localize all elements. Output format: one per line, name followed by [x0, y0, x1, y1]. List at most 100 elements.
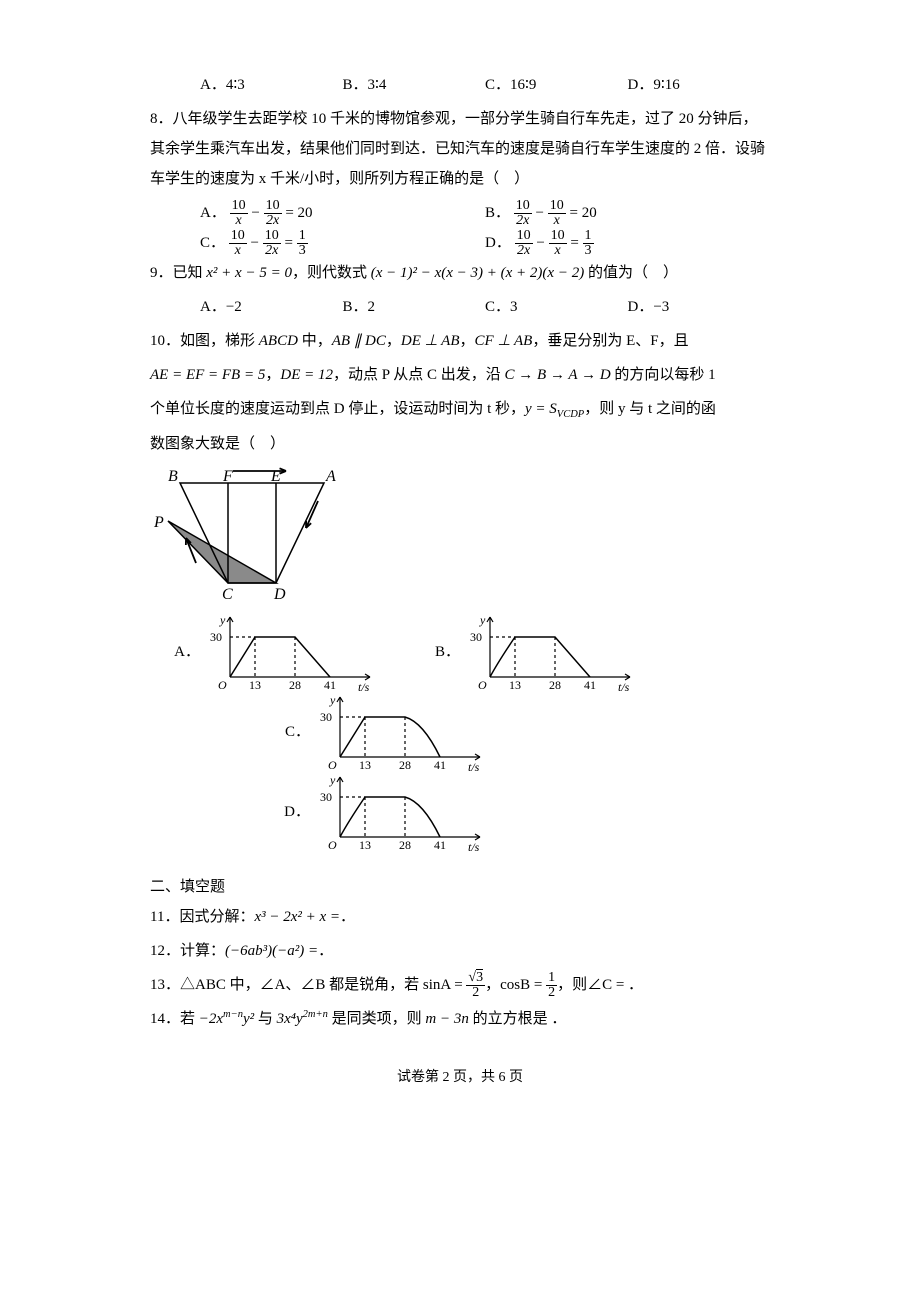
y: y = S: [525, 401, 557, 417]
svg-text:13: 13: [359, 758, 371, 772]
svg-text:O: O: [328, 758, 337, 772]
den: x: [549, 243, 567, 258]
pre: 11．因式分解：: [150, 909, 254, 925]
q10-graphB: yt/sO30132841: [460, 612, 640, 692]
q13: 13．△ABC 中，∠A、∠B 都是锐角，若 sinA = √32，cosB =…: [150, 970, 770, 1000]
pre: 14．若: [150, 1011, 199, 1027]
q7-optD: D．9∶16: [628, 70, 771, 100]
p6: 个单位长度的速度运动到点 D 停止，设运动时间为 t 秒，: [150, 401, 525, 417]
svg-text:41: 41: [434, 838, 446, 852]
q7-optC: C．16∶9: [485, 70, 628, 100]
svg-text:13: 13: [249, 678, 261, 692]
q10-graphC: yt/sO30132841: [310, 692, 490, 772]
den: x: [548, 213, 566, 228]
svg-text:28: 28: [399, 838, 411, 852]
q7-optB: B．3∶4: [343, 70, 486, 100]
den: x: [229, 243, 247, 258]
den: 2x: [514, 213, 532, 228]
q10-graphs-row3: D． yt/sO30132841: [150, 772, 770, 852]
den: x: [230, 213, 248, 228]
value: 9∶16: [653, 77, 679, 93]
q8-optD: D． 102x − 10x = 13: [485, 228, 770, 258]
t2: 3x⁴y: [277, 1011, 303, 1027]
minus: −: [536, 235, 548, 251]
svg-text:28: 28: [399, 758, 411, 772]
svg-text:O: O: [328, 838, 337, 852]
svg-text:28: 28: [549, 678, 561, 692]
label: C．: [200, 235, 225, 251]
svg-text:t/s: t/s: [358, 680, 370, 692]
pre: 13．△ABC 中，∠A、∠B 都是锐角，若 sinA =: [150, 977, 466, 993]
svg-text:t/s: t/s: [468, 760, 480, 772]
svg-text:y: y: [479, 613, 486, 627]
svg-text:P: P: [153, 514, 164, 531]
den: 2x: [263, 243, 281, 258]
sub: VCDP: [557, 409, 584, 420]
q7-options: A．4∶3 B．3∶4 C．16∶9 D．9∶16: [150, 70, 770, 100]
q14: 14．若 −2xm−ny² 与 3x⁴y2m+n 是同类项，则 m − 3n 的…: [150, 1004, 770, 1034]
q9-optB: B．2: [343, 292, 486, 322]
den: 2: [466, 985, 485, 1000]
svg-text:C: C: [222, 586, 233, 603]
rhs: = 20: [569, 205, 596, 221]
den: 2x: [264, 213, 282, 228]
q10-stem: 10．如图，梯形 ABCD 中，AB ∥ DC，DE ⊥ AB，CF ⊥ AB，…: [150, 326, 770, 356]
value: −3: [653, 299, 669, 315]
num: 10: [515, 229, 533, 243]
svg-text:30: 30: [210, 630, 222, 644]
q8-optC: C． 10x − 102x = 13: [200, 228, 485, 258]
t1e: m−n: [223, 1009, 243, 1020]
num: 10: [230, 199, 248, 213]
value: 16∶9: [510, 77, 536, 93]
post: ．: [340, 909, 355, 925]
q9-optA: A．−2: [200, 292, 343, 322]
q9-options: A．−2 B．2 C．3 D．−3: [150, 292, 770, 322]
q9-optD: D．−3: [628, 292, 771, 322]
num: 10: [514, 199, 532, 213]
svg-text:28: 28: [289, 678, 301, 692]
num: 1: [546, 971, 557, 985]
p7: ，则 y 与 t 之间的函: [584, 401, 716, 417]
q10-graphs-row2: C． yt/sO30132841: [150, 692, 770, 772]
q8-options-row1: A． 10x − 102x = 20 B． 102x − 10x = 20: [150, 198, 770, 228]
minus: −: [251, 205, 263, 221]
num: 10: [229, 229, 247, 243]
expr1: x² + x − 5 = 0: [206, 265, 292, 281]
label: A．: [200, 77, 226, 93]
num: 10: [263, 229, 281, 243]
pre: 12．计算：: [150, 943, 225, 959]
eq: =: [284, 235, 296, 251]
t1y: y²: [243, 1011, 254, 1027]
page-footer: 试卷第 2 页，共 6 页: [150, 1064, 770, 1092]
q10-graphD: yt/sO30132841: [310, 772, 490, 852]
num: 10: [264, 199, 282, 213]
mid: ，则代数式: [292, 265, 371, 281]
p5: 的方向以每秒 1: [611, 367, 716, 383]
svg-text:E: E: [270, 468, 281, 485]
post: ．: [318, 943, 333, 959]
label: D．: [628, 299, 654, 315]
svg-text:A: A: [325, 468, 336, 485]
num: 10: [548, 199, 566, 213]
value: 4∶3: [226, 77, 245, 93]
post: 的值为（ ）: [584, 265, 678, 281]
q8-optB: B． 102x − 10x = 20: [485, 198, 770, 228]
minus: −: [251, 235, 263, 251]
t2e: 2m+n: [303, 1009, 328, 1020]
label: C．: [485, 77, 510, 93]
label: B．: [343, 299, 368, 315]
c2: DE ⊥ AB: [401, 333, 460, 349]
mid: ，cosB =: [485, 977, 546, 993]
svg-text:y: y: [329, 693, 336, 707]
c: ，: [460, 333, 475, 349]
mid2: 是同类项，则: [328, 1011, 426, 1027]
m3n: m − 3n: [425, 1011, 468, 1027]
q10-graphs-row1: A． yt/sO30132841 B． yt/sO30132841: [150, 612, 770, 692]
c: ，: [265, 367, 280, 383]
q10-optD-label: D．: [150, 797, 310, 827]
p2: 中，: [298, 333, 332, 349]
svg-text:30: 30: [320, 710, 332, 724]
num: √3: [466, 971, 485, 985]
q10-stem4: 数图象大致是（ ）: [150, 429, 770, 459]
value: 3: [510, 299, 518, 315]
